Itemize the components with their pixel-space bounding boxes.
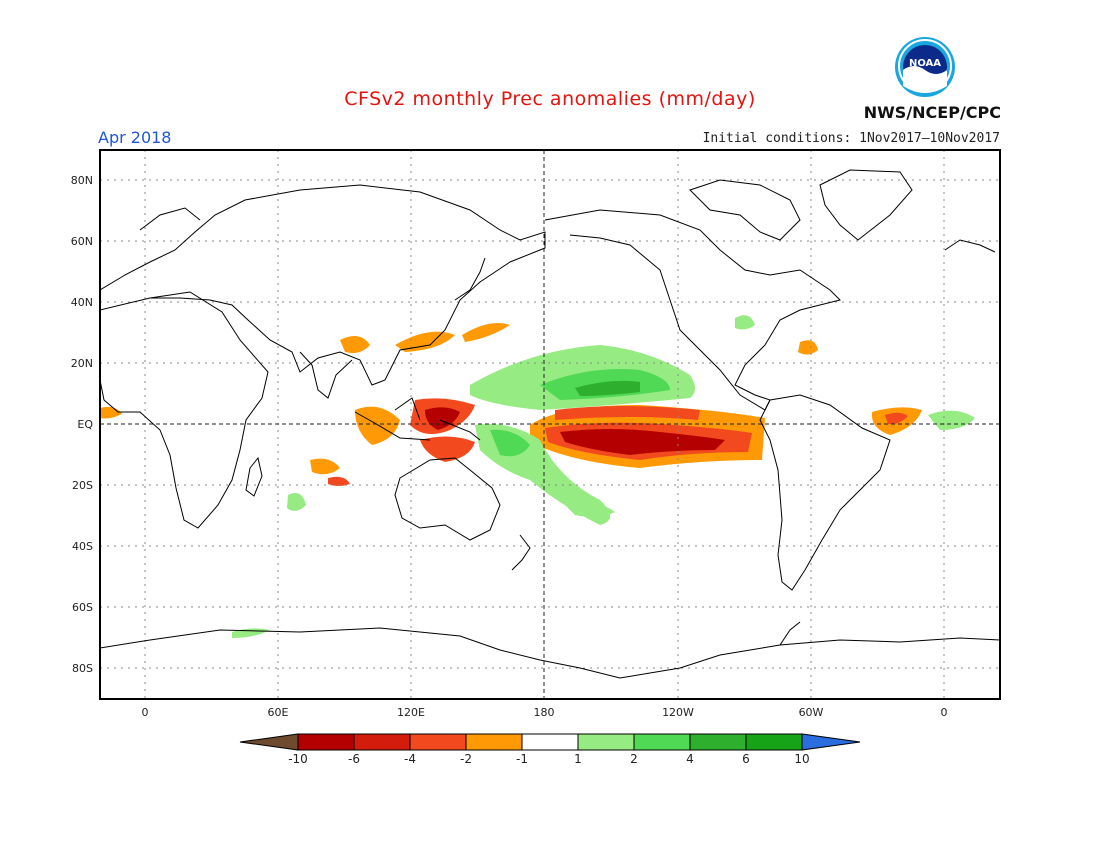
colorbar-swatch [465,733,523,751]
colorbar-swatch [745,733,803,751]
colorbar-label: -10 [288,752,308,766]
colorbar-swatch [577,733,635,751]
tibet-orange [340,336,370,354]
colorbar-label: 10 [794,752,809,766]
greenland [819,169,913,241]
colorbar-label: -1 [516,752,528,766]
uk-scandinavia [139,207,996,253]
antarctic-peninsula [779,621,801,646]
canadian-archipelago [689,179,801,241]
lat-label: 80N [71,174,93,187]
colorbar-label: 1 [574,752,582,766]
lon-label: 120W [662,706,694,719]
east-asia-orange-1 [395,331,455,352]
new-zealand [511,534,531,571]
colorbar-arrow-low [239,733,299,751]
initial-conditions-label: Initial conditions: 1Nov2017–10Nov2017 [702,131,1000,146]
colorbar-swatch [521,733,579,751]
pacific-wet-band-north [555,406,700,420]
colorbar-arrow-high [801,733,861,751]
africa-coast [100,291,269,529]
japan [454,257,486,301]
west-africa-orange [100,406,122,419]
atlantic-red [885,412,908,425]
lon-label: 60E [268,706,289,719]
australia [394,457,501,541]
lon-label: 120E [397,706,425,719]
antarctica [100,627,1000,679]
madagascar [245,456,263,497]
south-indian-orange [310,458,340,475]
lat-label: 60N [71,235,93,248]
noaa-logo: NOAA [895,37,955,97]
lon-label: 60W [799,706,824,719]
lon-label: 0 [142,706,149,719]
lat-label: 40S [72,540,93,553]
colorbar-label: 4 [686,752,694,766]
map-title: CFSv2 monthly Prec anomalies (mm/day) [344,88,756,110]
south-pacific-green [560,498,615,517]
noaa-logo-text: NOAA [909,58,941,69]
lat-label: 40N [71,296,93,309]
agency-label: NWS/NCEP/CPC [863,103,1001,122]
north-america-coast [544,209,841,411]
lat-label: EQ [77,418,93,431]
colorbar-swatch [353,733,411,751]
colorbar-swatch [633,733,691,751]
east-asia-orange-2 [462,322,510,342]
longitude-labels: 0 60E 120E 180 120W 60W 0 [142,706,948,719]
lat-label: 80S [72,662,93,675]
lon-label: 0 [941,706,948,719]
lat-label: 60S [72,601,93,614]
south-indian-red [328,476,350,486]
indonesia-orange [355,406,400,445]
eurasia-coast [100,184,546,386]
pacific-dry-anomaly-deep [575,380,640,396]
south-america-coast [759,394,891,591]
antarctic-green [232,628,270,638]
colorbar-label: 2 [630,752,638,766]
colorbar: -10 -6 -4 -2 -1 1 2 4 6 10 [239,733,861,766]
colorbar-swatch [409,733,467,751]
sw-atlantic-orange [798,340,818,355]
map-frame [99,149,1001,700]
indonesia [354,397,481,441]
latitude-labels: 80N 60N 40N 20N EQ 20S 40S 60S 80S [71,174,94,675]
lat-label: 20N [71,357,93,370]
anomaly-shading [100,315,975,638]
colorbar-label: 6 [742,752,750,766]
colorbar-label: -2 [460,752,472,766]
gulf-africa-green [928,410,975,430]
colorbar-label: -6 [348,752,360,766]
lat-label: 20S [72,479,93,492]
coastlines [100,169,1000,679]
pacific-wet-anomaly-deep [560,429,725,455]
north-atlantic-green [735,315,755,330]
valid-month-label: Apr 2018 [98,128,172,147]
colorbar-swatch [297,733,355,751]
colorbar-label: -4 [404,752,416,766]
lon-label: 180 [534,706,555,719]
indian-ocean-green [287,492,306,511]
sw-pacific-green-core [490,429,530,457]
india [299,351,353,399]
colorbar-swatch [689,733,747,751]
maritime-deep-anomaly [425,407,460,430]
new-guinea-anomaly [420,436,475,462]
